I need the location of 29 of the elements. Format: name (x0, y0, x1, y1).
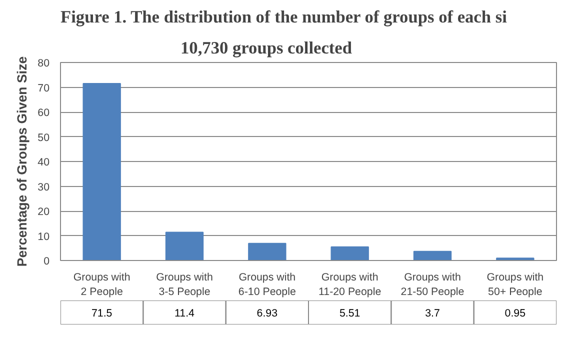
y-tick-label: 30 (38, 181, 50, 194)
x-tick-label: Groups with 6-10 People (238, 272, 296, 298)
chart-subtitle: 10,730 groups collected (180, 38, 352, 58)
y-tick-label: 20 (38, 206, 50, 218)
data-label: 11.4 (174, 308, 195, 320)
x-tick-label: Groups with 3-5 People (156, 272, 213, 298)
data-label: 0.95 (504, 308, 526, 320)
data-label: 71.5 (91, 308, 112, 320)
bar (165, 232, 204, 260)
y-tick-label: 60 (38, 107, 50, 119)
y-tick-label: 50 (38, 132, 50, 144)
y-tick-label: 80 (38, 58, 50, 70)
bar (413, 250, 452, 260)
y-tick-label: 70 (38, 82, 50, 94)
y-axis-title: Percentage of Groups Given Size (14, 56, 30, 267)
y-tick-label: 10 (38, 230, 50, 243)
y-tick-label: 40 (38, 156, 50, 168)
data-label: 5.51 (339, 308, 360, 320)
x-tick-label: Groups with 11-20 People (318, 272, 382, 298)
bar (330, 246, 369, 260)
x-tick-label: Groups with 21-50 People (400, 272, 464, 298)
chart-title: Figure 1. The distribution of the number of groups of each si (60, 8, 508, 26)
data-label: 3.7 (425, 308, 440, 320)
bar (248, 242, 286, 260)
x-tick-label: Groups with 50+ People (486, 272, 544, 298)
y-tick-label: 0 (44, 256, 50, 268)
data-label: 6.93 (256, 308, 278, 320)
x-tick-label: Groups with 2 People (73, 272, 130, 298)
bar (82, 83, 121, 260)
